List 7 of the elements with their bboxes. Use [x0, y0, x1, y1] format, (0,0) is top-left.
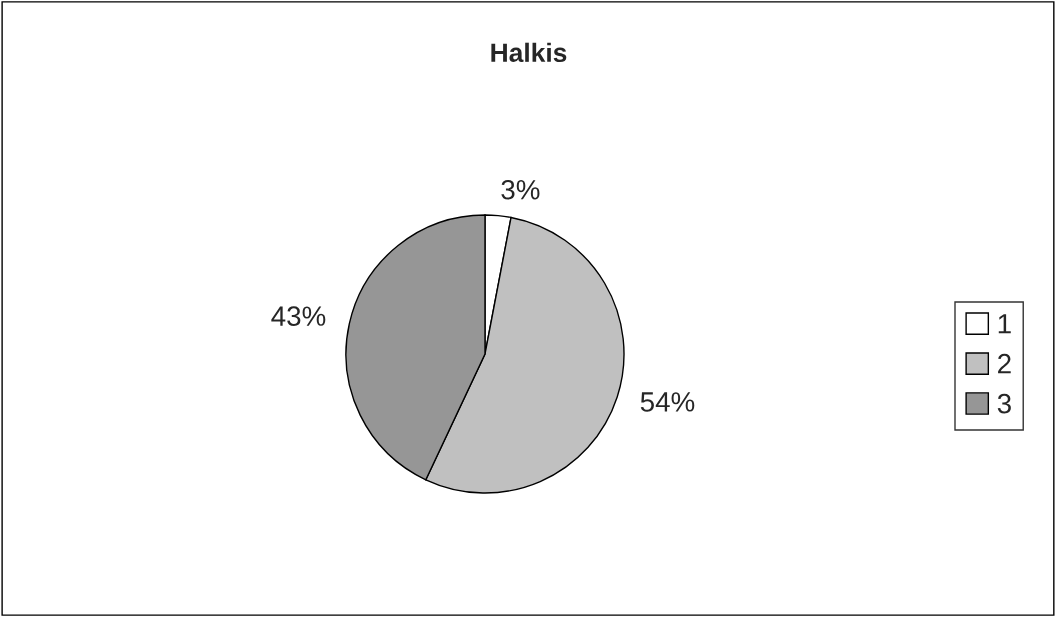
legend-label: 3 — [997, 393, 1011, 414]
legend-label: 2 — [998, 353, 1011, 374]
data-label: 54% — [640, 392, 695, 412]
data-label: 43% — [271, 306, 326, 326]
legend-label: 1 — [998, 314, 1011, 334]
data-label: 3% — [501, 179, 540, 200]
chart-title: Halkis — [491, 42, 567, 63]
